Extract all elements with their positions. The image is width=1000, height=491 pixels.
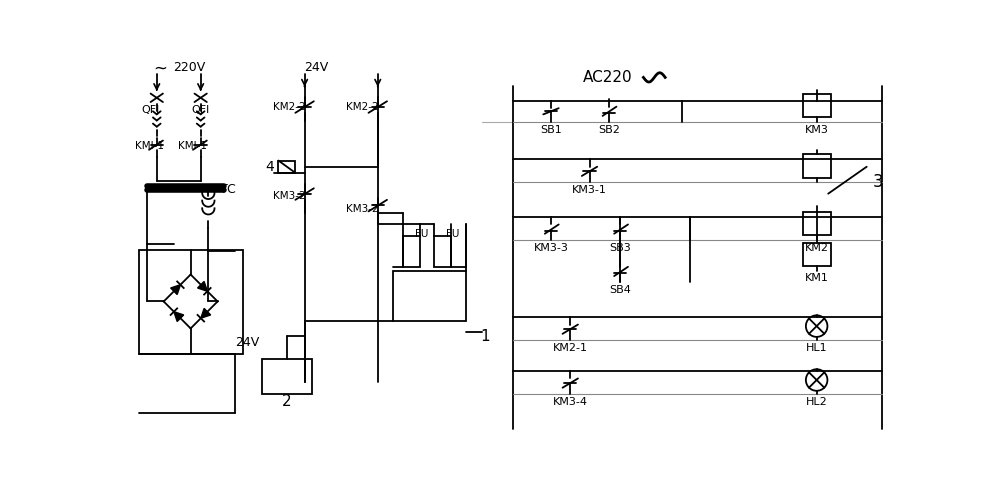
Text: FU: FU: [446, 229, 459, 240]
Bar: [403, 236, 420, 267]
Bar: [434, 236, 451, 267]
Text: 24V: 24V: [235, 336, 259, 349]
Bar: [393, 271, 466, 321]
Text: SB3: SB3: [609, 243, 631, 252]
Text: 1: 1: [481, 328, 490, 344]
Text: QFl: QFl: [192, 105, 210, 115]
Bar: [262, 359, 312, 394]
Text: KM3-2: KM3-2: [273, 191, 306, 201]
Text: KM2-1: KM2-1: [553, 343, 588, 353]
Text: KM2: KM2: [805, 243, 829, 252]
Text: 3: 3: [873, 173, 884, 191]
Text: KM3-4: KM3-4: [553, 397, 588, 407]
Text: SB2: SB2: [598, 125, 620, 135]
Text: HL1: HL1: [806, 343, 827, 353]
Text: 2: 2: [282, 394, 292, 409]
Text: KM1: KM1: [805, 273, 829, 283]
Text: HL2: HL2: [806, 397, 828, 407]
Polygon shape: [198, 281, 207, 291]
Text: SB4: SB4: [609, 285, 631, 295]
Text: KM2-2: KM2-2: [346, 102, 379, 111]
Text: FU: FU: [415, 229, 428, 240]
Text: SB1: SB1: [540, 125, 562, 135]
Text: KM3-1: KM3-1: [572, 185, 607, 195]
Polygon shape: [174, 312, 184, 322]
Text: KM2-2: KM2-2: [273, 102, 306, 111]
Bar: [803, 154, 831, 178]
Bar: [803, 212, 831, 235]
Bar: [803, 94, 831, 117]
Polygon shape: [201, 308, 211, 318]
Text: ~: ~: [153, 59, 167, 77]
Text: 24V: 24V: [304, 61, 328, 74]
Text: KM3: KM3: [805, 125, 829, 135]
Bar: [278, 161, 295, 173]
Text: KM3-3: KM3-3: [534, 243, 568, 252]
Bar: [139, 250, 243, 354]
Text: TC: TC: [220, 183, 235, 196]
Text: KMl-1: KMl-1: [178, 141, 207, 151]
Text: QFl: QFl: [141, 105, 160, 115]
Text: AC220: AC220: [582, 70, 632, 85]
Polygon shape: [171, 285, 180, 295]
Text: KM3-2: KM3-2: [346, 204, 379, 214]
Bar: [803, 243, 831, 266]
Text: 4: 4: [266, 160, 274, 174]
Text: KMl-1: KMl-1: [135, 141, 164, 151]
Text: 220V: 220V: [173, 61, 205, 74]
